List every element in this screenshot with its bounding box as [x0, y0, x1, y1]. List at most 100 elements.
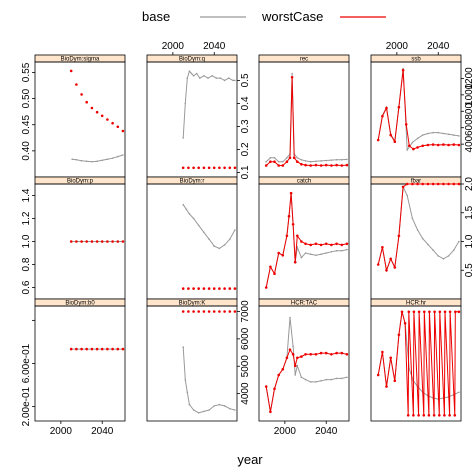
data-point-rec-worstcase [292, 156, 296, 160]
data-point-catch-worstcase [296, 234, 299, 238]
data-point-biodym-k-base [184, 379, 187, 381]
data-point-biodym-q-base [211, 75, 213, 77]
data-point-fbar-worstcase [405, 182, 409, 186]
data-point-biodym-k-base [223, 405, 226, 407]
data-point-hcr-tac-base [292, 345, 294, 348]
data-point-fbar-worstcase [401, 185, 405, 189]
series-line-rec-worstcase [265, 77, 347, 167]
data-point-biodym-sigma-worstcase [80, 93, 83, 96]
data-point-hcr-hr-worstcase [417, 310, 421, 314]
data-point-fbar-base [458, 240, 460, 243]
data-point-ssb-worstcase [397, 105, 401, 109]
data-point-biodym-p-worstcase [85, 240, 88, 243]
data-point-biodym-q-worstcase [233, 166, 237, 170]
legend: base worstCase [142, 9, 386, 24]
data-point-rec-base [346, 158, 348, 161]
data-point-rec-base [330, 159, 333, 161]
data-point-biodym-k-worstcase [207, 310, 211, 313]
x-tick-label-biodym-q: 2000 [162, 41, 185, 52]
series-line-biodym-k-base [182, 347, 236, 414]
data-point-rec-base [286, 157, 288, 159]
y-tick-label-biodym-p: 0.6 [21, 280, 32, 294]
data-point-hcr-hr-worstcase [389, 356, 393, 360]
y-tick-label-fbar: 2.0 [464, 177, 474, 191]
data-point-hcr-hr-worstcase [428, 310, 431, 314]
data-point-ssb-worstcase [442, 143, 445, 146]
data-point-fbar-worstcase [442, 182, 445, 186]
data-point-rec-base [282, 160, 284, 163]
data-point-hcr-tac-worstcase [269, 410, 272, 414]
data-point-biodym-q-base [234, 79, 236, 82]
data-point-fbar-worstcase [385, 269, 388, 272]
data-point-hcr-hr-worstcase [422, 414, 426, 417]
data-point-biodym-sigma-base [122, 154, 124, 156]
data-point-rec-worstcase [285, 160, 289, 163]
data-point-biodym-sigma-base [80, 160, 83, 162]
data-point-biodym-q-base [188, 70, 191, 72]
data-point-catch-worstcase [277, 251, 281, 255]
data-point-hcr-hr-worstcase [407, 310, 411, 314]
strip-label-ssb: ssb [411, 57, 421, 63]
data-point-catch-worstcase [291, 223, 295, 226]
panel-fbar: fbar 0.5 1.0 1.5 2.0 [370, 176, 474, 300]
data-point-biodym-r-worstcase [233, 287, 237, 290]
x-tick-label-biodym-b0: 2000 [50, 426, 73, 437]
strip-label-biodym-k: BioDym:K [179, 301, 206, 307]
data-point-biodym-q-base [184, 102, 187, 105]
data-point-ssb-base [453, 134, 455, 136]
data-point-fbar-worstcase [457, 182, 461, 186]
data-point-biodym-q-worstcase [187, 166, 190, 170]
y-tick-label-biodym-k: 4000 [240, 382, 251, 405]
strip-label-hcr-tac: HCR:TAC [291, 301, 318, 307]
data-point-biodym-q-base [190, 72, 193, 75]
data-point-biodym-sigma-worstcase [106, 118, 109, 121]
data-point-hcr-tac-worstcase [288, 348, 292, 352]
data-point-biodym-k-worstcase [218, 310, 221, 313]
data-point-biodym-p-worstcase [69, 240, 73, 243]
data-point-hcr-hr-worstcase [432, 414, 436, 417]
data-point-biodym-r-worstcase [218, 287, 221, 290]
series-line-ssb-base [377, 68, 459, 152]
strip-label-biodym-p: BioDym:p [67, 179, 94, 185]
y-tick-label-biodym-q: 0.3 [240, 119, 251, 133]
series-line-biodym-r-base [182, 204, 236, 249]
data-point-biodym-k-worstcase [212, 310, 216, 313]
data-point-hcr-hr-worstcase [376, 373, 380, 377]
data-point-biodym-b0-worstcase [75, 347, 78, 351]
data-point-hcr-tac-base [346, 376, 348, 379]
data-point-rec-base [315, 160, 317, 163]
data-point-fbar-worstcase [452, 182, 456, 186]
data-point-hcr-hr-worstcase [443, 414, 446, 417]
data-point-biodym-sigma-base [85, 160, 88, 163]
data-point-catch-worstcase [300, 240, 303, 243]
data-point-biodym-sigma-worstcase [116, 125, 120, 129]
data-point-biodym-p-worstcase [106, 240, 109, 243]
data-point-ssb-worstcase [421, 144, 425, 148]
data-point-ssb-worstcase [401, 68, 405, 72]
data-point-ssb-worstcase [412, 147, 415, 151]
data-point-biodym-r-base [192, 217, 195, 220]
series-line-catch-base [265, 193, 348, 288]
data-point-fbar-worstcase [431, 182, 435, 186]
data-point-rec-worstcase [330, 164, 333, 167]
data-point-catch-base [325, 252, 328, 254]
data-point-hcr-tac-base [325, 378, 328, 381]
data-point-ssb-base [437, 131, 440, 134]
data-point-biodym-q-worstcase [202, 166, 206, 170]
series-line-rec-base [265, 73, 347, 163]
data-point-biodym-k-base [192, 409, 195, 411]
data-point-ssb-worstcase [431, 143, 435, 146]
data-point-rec-base [309, 160, 312, 163]
x-tick-label-hcr-tac: 2000 [274, 426, 297, 437]
data-point-hcr-hr-worstcase [397, 333, 401, 337]
data-point-biodym-p-worstcase [111, 240, 114, 243]
plot-frame-fbar [370, 183, 462, 300]
strip-label-biodym-b0: BioDym:b0 [65, 301, 95, 307]
data-point-hcr-hr-worstcase [427, 414, 431, 417]
data-point-biodym-k-worstcase [197, 310, 200, 313]
data-point-biodym-q-base [186, 77, 189, 79]
panel-rec: rec [258, 54, 350, 178]
y-tick-label-biodym-q: 0.4 [240, 96, 251, 110]
data-point-biodym-q-worstcase [197, 166, 200, 170]
data-point-hcr-tac-worstcase [324, 351, 328, 355]
